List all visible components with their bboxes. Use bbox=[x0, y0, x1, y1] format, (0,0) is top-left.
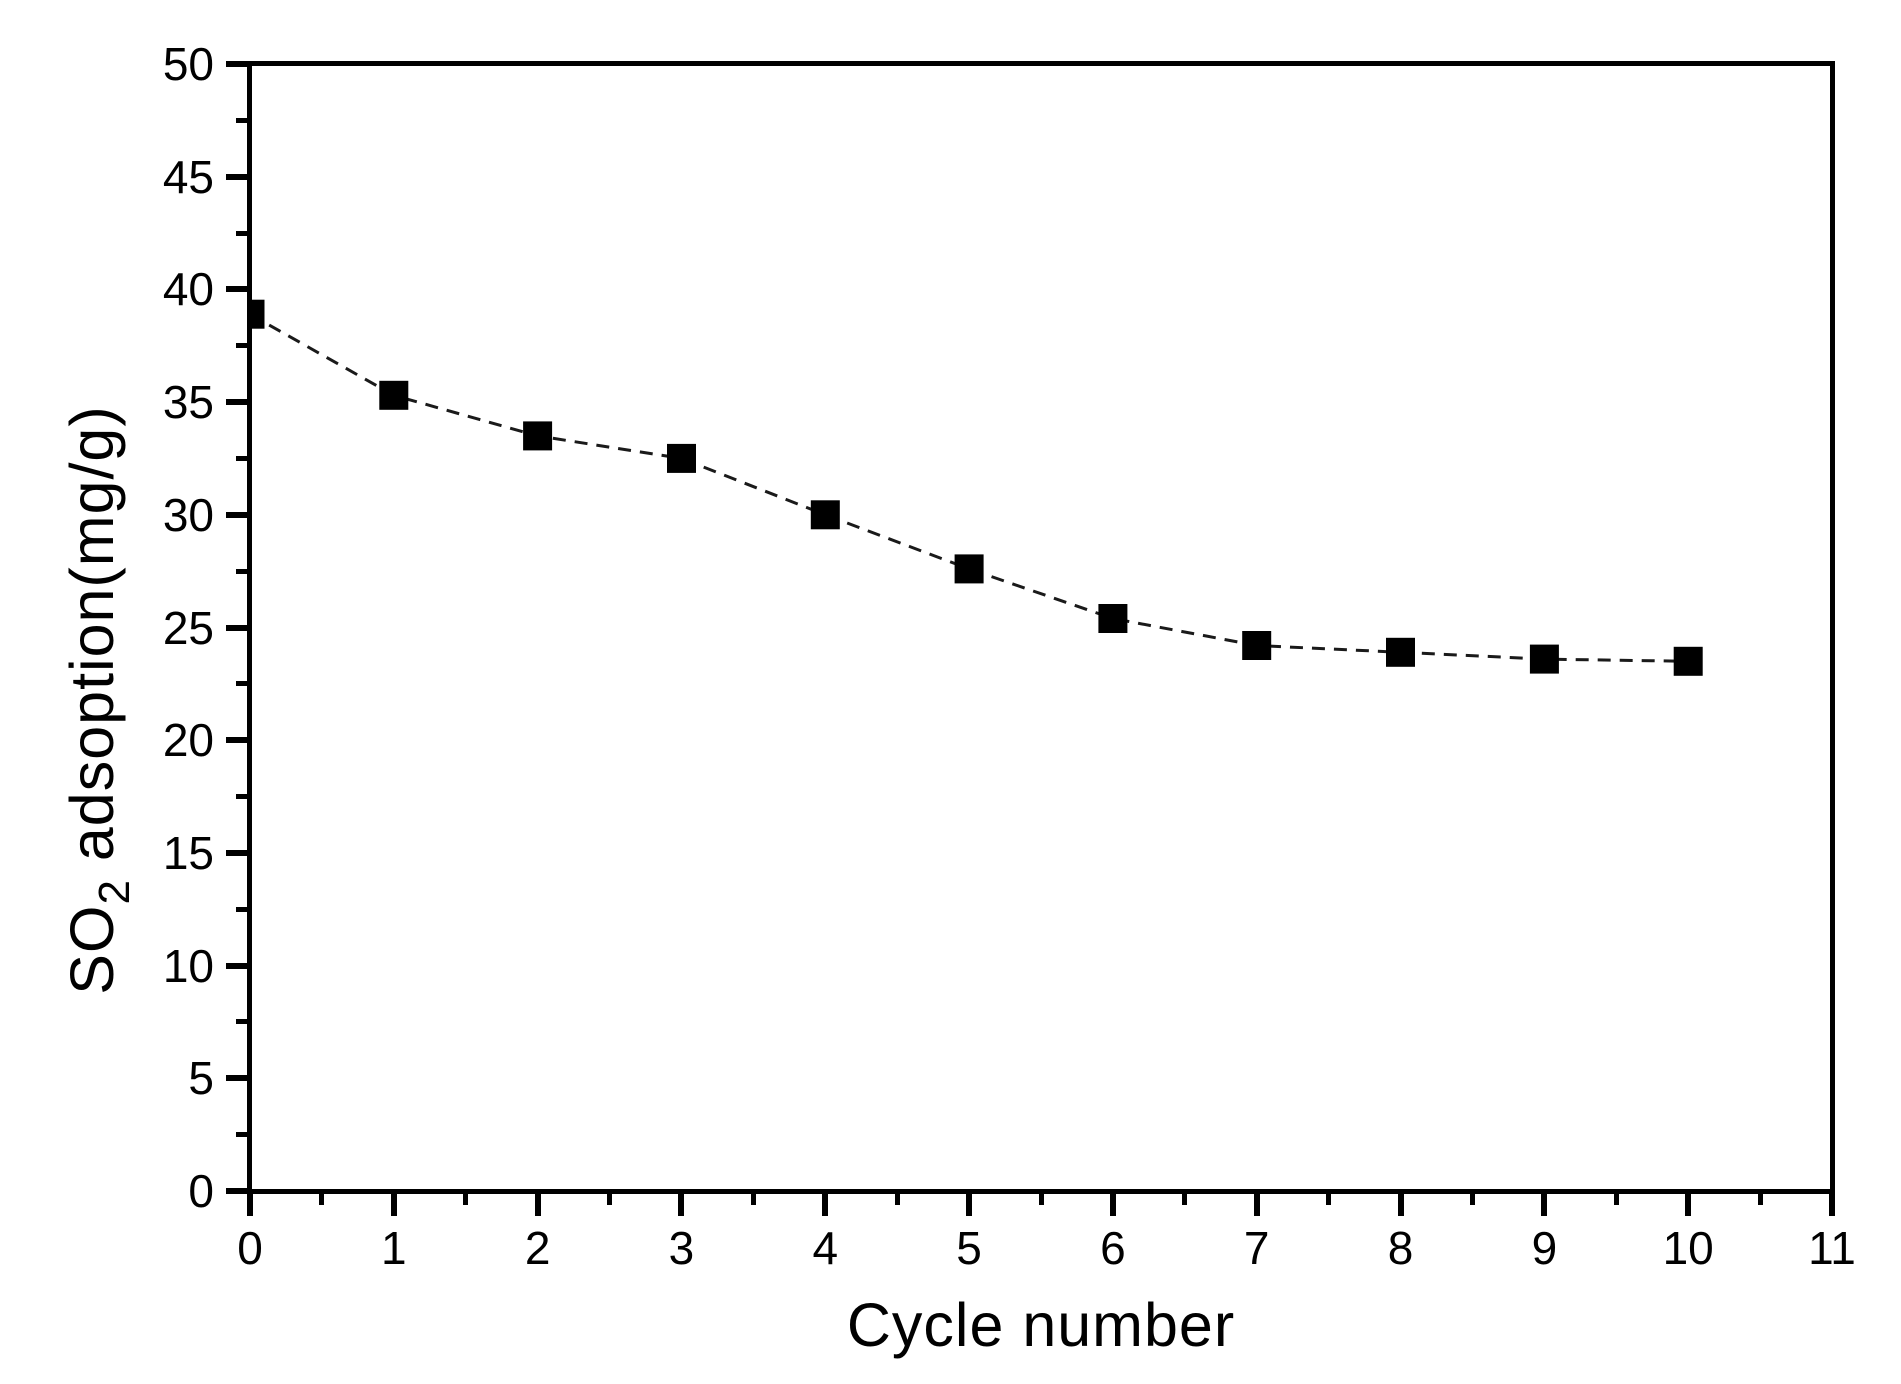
data-point-marker bbox=[667, 443, 696, 473]
x-axis-tick-label: 9 bbox=[1531, 1222, 1558, 1274]
y-axis-major-tick bbox=[226, 1188, 252, 1194]
y-axis-tick-label: 45 bbox=[162, 150, 214, 203]
x-axis-minor-tick bbox=[750, 1189, 756, 1205]
x-axis-tick-label: 11 bbox=[1808, 1222, 1856, 1274]
y-axis-tick-label: 40 bbox=[162, 263, 214, 316]
y-axis-tick-label: 5 bbox=[188, 1052, 214, 1105]
y-axis-title: SO2 adsoption(mg/g) bbox=[50, 250, 139, 1150]
y-axis-minor-tick bbox=[236, 906, 252, 912]
data-point-marker bbox=[1386, 637, 1415, 667]
data-point-marker bbox=[1098, 604, 1128, 633]
data-point-marker bbox=[954, 554, 984, 584]
data-point-marker bbox=[810, 500, 840, 530]
x-axis-major-tick bbox=[390, 1189, 397, 1216]
y-axis-minor-tick bbox=[236, 568, 252, 574]
y-axis-minor-tick bbox=[236, 455, 252, 461]
y-axis-tick-label: 0 bbox=[188, 1165, 214, 1217]
y-axis-major-tick bbox=[226, 624, 252, 631]
x-axis-major-tick bbox=[822, 1189, 829, 1216]
data-series-svg bbox=[250, 299, 1703, 676]
y-axis-tick-label: 15 bbox=[162, 826, 214, 879]
x-axis-major-tick bbox=[1109, 1189, 1116, 1216]
y-axis-major-tick bbox=[226, 173, 252, 180]
y-axis-tick-label: 50 bbox=[162, 38, 214, 90]
data-point-marker bbox=[250, 299, 265, 329]
x-axis-major-tick bbox=[1541, 1189, 1548, 1216]
y-axis-minor-tick bbox=[236, 794, 252, 800]
x-axis-major-tick bbox=[678, 1189, 685, 1216]
x-axis-tick-label: 3 bbox=[668, 1222, 695, 1274]
data-point-marker bbox=[379, 380, 409, 410]
y-axis-title-base: SO bbox=[58, 904, 126, 995]
x-axis-tick-label: 2 bbox=[524, 1222, 551, 1274]
x-axis-tick-label: 0 bbox=[237, 1222, 263, 1274]
y-axis-major-tick bbox=[226, 962, 252, 969]
y-axis-tick-label: 30 bbox=[162, 488, 214, 541]
y-axis-major-tick bbox=[226, 511, 252, 518]
x-axis-minor-tick bbox=[1182, 1189, 1188, 1205]
y-axis-minor-tick bbox=[236, 1019, 252, 1025]
x-axis-tick-label: 10 bbox=[1662, 1222, 1714, 1274]
data-point-marker bbox=[1242, 631, 1272, 660]
x-axis-major-tick bbox=[1685, 1189, 1692, 1216]
x-axis-minor-tick bbox=[1757, 1189, 1763, 1205]
y-axis-minor-tick bbox=[236, 343, 252, 349]
plot-area bbox=[250, 64, 1832, 1191]
series-line bbox=[250, 312, 1689, 663]
data-point-marker bbox=[1673, 646, 1703, 676]
x-axis-minor-tick bbox=[1613, 1189, 1619, 1205]
x-axis-minor-tick bbox=[607, 1189, 613, 1205]
y-axis-tick-label: 10 bbox=[162, 939, 214, 992]
data-point-marker bbox=[523, 421, 553, 451]
x-axis-tick-label: 6 bbox=[1100, 1222, 1126, 1274]
x-axis-minor-tick bbox=[463, 1189, 469, 1205]
data-point-marker bbox=[1529, 644, 1559, 674]
x-axis-major-tick bbox=[534, 1189, 541, 1216]
y-axis-title-subscript: 2 bbox=[90, 879, 139, 905]
y-axis-minor-tick bbox=[236, 117, 252, 123]
x-axis-major-tick bbox=[966, 1189, 973, 1216]
x-axis-tick-label: 5 bbox=[956, 1222, 982, 1274]
x-axis-major-tick bbox=[1253, 1189, 1260, 1216]
y-axis-title-rest: adsoption(mg/g) bbox=[58, 405, 126, 880]
y-axis-major-tick bbox=[226, 61, 252, 67]
y-axis-tick-label: 35 bbox=[162, 376, 214, 429]
y-axis-minor-tick bbox=[236, 1132, 252, 1138]
x-axis-minor-tick bbox=[1326, 1189, 1332, 1205]
x-axis-minor-tick bbox=[1038, 1189, 1044, 1205]
x-axis-minor-tick bbox=[894, 1189, 900, 1205]
x-axis-tick-label: 1 bbox=[381, 1222, 407, 1274]
y-axis-major-tick bbox=[226, 849, 252, 856]
y-axis-tick-label: 20 bbox=[162, 714, 214, 767]
y-axis-tick-label: 25 bbox=[162, 601, 214, 654]
y-axis-major-tick bbox=[226, 1075, 252, 1082]
x-axis-minor-tick bbox=[1469, 1189, 1475, 1205]
x-axis-title: Cycle number bbox=[846, 1291, 1236, 1359]
x-axis-tick-label: 7 bbox=[1243, 1222, 1270, 1274]
x-axis-major-tick bbox=[247, 1189, 253, 1216]
y-axis-minor-tick bbox=[236, 230, 252, 236]
x-axis-tick-label: 8 bbox=[1387, 1222, 1414, 1274]
y-axis-minor-tick bbox=[236, 681, 252, 687]
y-axis-major-tick bbox=[226, 286, 252, 293]
x-axis-tick-label: 4 bbox=[812, 1222, 839, 1274]
x-axis-major-tick bbox=[1397, 1189, 1404, 1216]
x-axis-minor-tick bbox=[319, 1189, 325, 1205]
x-axis-major-tick bbox=[1829, 1189, 1835, 1216]
y-axis-major-tick bbox=[226, 737, 252, 744]
y-axis-major-tick bbox=[226, 399, 252, 406]
